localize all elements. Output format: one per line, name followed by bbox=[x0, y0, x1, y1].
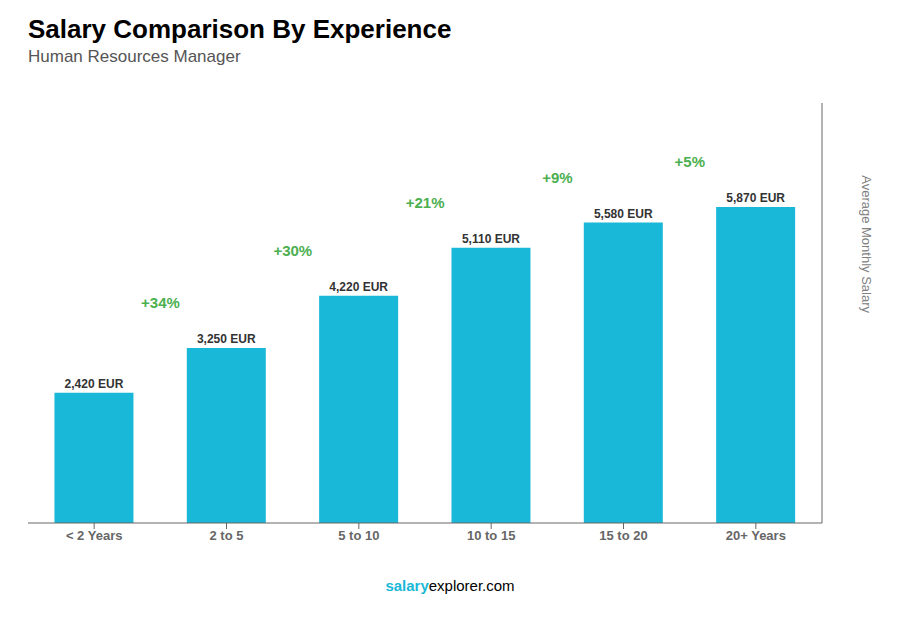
svg-text:10 to 15: 10 to 15 bbox=[467, 528, 515, 543]
svg-text:Average Monthly Salary: Average Monthly Salary bbox=[859, 175, 874, 313]
svg-text:5,870 EUR: 5,870 EUR bbox=[726, 191, 785, 205]
svg-text:4,220 EUR: 4,220 EUR bbox=[329, 280, 388, 294]
svg-text:+5%: +5% bbox=[675, 153, 705, 170]
svg-text:+34%: +34% bbox=[141, 294, 180, 311]
svg-text:5 to 10: 5 to 10 bbox=[338, 528, 379, 543]
svg-text:5,580 EUR: 5,580 EUR bbox=[594, 207, 653, 221]
html-text:Human Resources Manager: Human Resources Manager bbox=[28, 47, 241, 66]
svg-text:+9%: +9% bbox=[542, 169, 572, 186]
svg-text:2,420 EUR: 2,420 EUR bbox=[65, 377, 124, 391]
svg-text:5,110 EUR: 5,110 EUR bbox=[462, 232, 520, 246]
svg-text:+21%: +21% bbox=[406, 194, 445, 211]
svg-text:15 to 20: 15 to 20 bbox=[599, 528, 647, 543]
html-text:salary explorer.com: salary explorer.com bbox=[385, 577, 515, 594]
html-text:Salary Comparison By Experienc: Salary Comparison By Experience bbox=[28, 14, 452, 44]
svg-text:20+ Years: 20+ Years bbox=[726, 528, 786, 543]
svg-text:+30%: +30% bbox=[273, 242, 312, 259]
svg-text:< 2 Years: < 2 Years bbox=[66, 528, 123, 543]
svg-text:3,250 EUR: 3,250 EUR bbox=[197, 332, 256, 346]
svg-text:2 to 5: 2 to 5 bbox=[210, 528, 244, 543]
